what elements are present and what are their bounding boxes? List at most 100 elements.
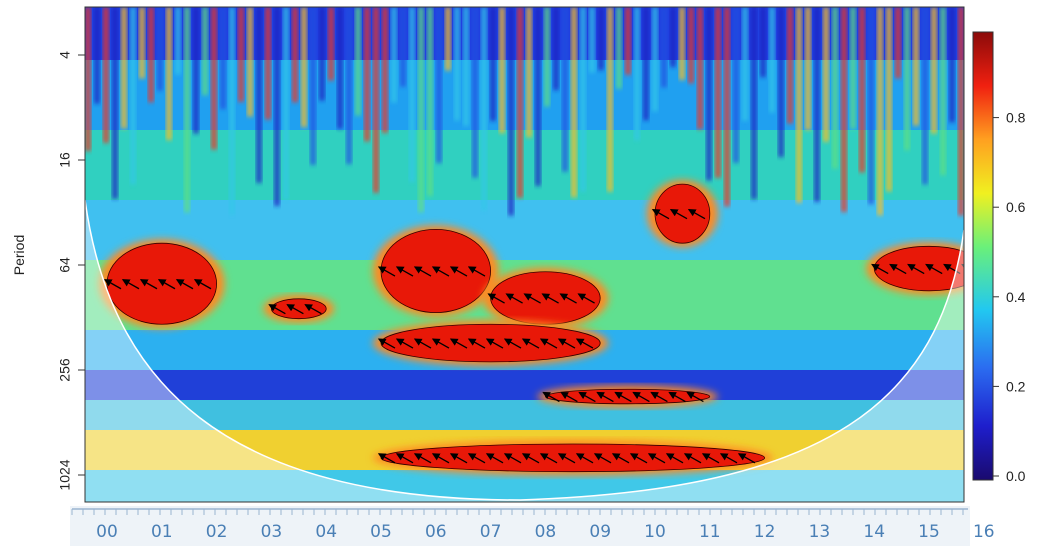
- x-tick-label: 00: [96, 522, 118, 542]
- texture-stripe: [769, 7, 775, 113]
- phase-arrow: [193, 279, 212, 290]
- texture-stripe: [346, 7, 352, 165]
- texture-stripe: [724, 7, 730, 207]
- texture-stripe: [121, 7, 127, 129]
- y-tick-label: 256: [57, 358, 73, 382]
- texture-stripe: [742, 7, 748, 121]
- y-axis: 4 16 64 256 1024: [57, 51, 85, 491]
- phase-arrow: [701, 453, 720, 464]
- x-tick-label: 10: [644, 522, 666, 542]
- texture-stripe: [679, 7, 685, 80]
- texture-stripe: [175, 7, 181, 75]
- texture-stripe: [643, 7, 649, 121]
- texture-stripe: [913, 7, 919, 126]
- phase-arrow: [907, 263, 925, 275]
- x-tick-label: 02: [206, 522, 228, 542]
- texture-stripe: [256, 7, 262, 183]
- phase-arrow: [683, 453, 702, 464]
- phase-arrow: [647, 453, 666, 464]
- texture-stripe: [220, 7, 226, 110]
- texture-stripe: [778, 7, 784, 158]
- phase-arrow: [632, 391, 650, 403]
- phase-arrow: [521, 338, 540, 349]
- texture-stripe: [490, 7, 496, 121]
- colorbar: [972, 31, 994, 481]
- texture-stripe: [841, 7, 847, 213]
- texture-stripe: [211, 7, 217, 150]
- significance-contour: [490, 271, 601, 325]
- phase-arrow: [542, 391, 560, 403]
- texture-stripe: [436, 7, 442, 164]
- phase-arrow: [413, 453, 432, 464]
- texture-stripe: [598, 7, 604, 71]
- phase-arrow: [578, 391, 596, 403]
- texture-stripe: [607, 7, 613, 192]
- phase-arrow: [557, 453, 576, 464]
- texture-stripe: [328, 7, 334, 81]
- phase-arrow: [614, 391, 632, 403]
- phase-arrow: [575, 453, 594, 464]
- phase-arrow: [485, 338, 504, 349]
- phase-arrow: [413, 266, 432, 277]
- phase-arrow: [943, 263, 961, 275]
- texture-stripe: [274, 7, 280, 206]
- texture-stripe: [634, 7, 640, 141]
- texture-stripe: [877, 7, 883, 216]
- x-tick-label: 06: [425, 522, 447, 542]
- phase-arrow: [575, 338, 594, 349]
- x-tick-label: 13: [809, 522, 831, 542]
- texture-stripe: [796, 7, 802, 203]
- phase-arrow: [175, 279, 194, 290]
- y-tick-label: 64: [57, 257, 73, 273]
- texture-stripe: [481, 7, 487, 211]
- texture-stripe: [571, 7, 577, 198]
- texture-stripe: [823, 7, 829, 142]
- phase-arrow: [541, 293, 559, 304]
- phase-arrow: [395, 338, 414, 349]
- phase-arrow: [560, 391, 578, 403]
- texture-stripe: [166, 7, 172, 141]
- significance-contour: [380, 229, 491, 314]
- phase-arrow: [539, 453, 558, 464]
- texture-stripe: [949, 7, 955, 123]
- x-tick-label: 07: [480, 522, 502, 542]
- texture-stripe: [229, 7, 235, 215]
- phase-arrow: [719, 453, 738, 464]
- texture-stripe: [706, 7, 712, 181]
- significance-contour: [106, 242, 217, 325]
- texture-stripe: [508, 7, 514, 216]
- texture-stripe: [670, 7, 676, 68]
- texture-stripe: [319, 7, 325, 101]
- texture-stripe: [445, 7, 451, 71]
- texture-stripe: [355, 7, 361, 116]
- texture-stripe: [301, 7, 307, 128]
- phase-arrow: [467, 266, 486, 277]
- x-tick-label: 14: [863, 522, 885, 542]
- texture-stripe: [283, 7, 289, 200]
- texture-stripe: [454, 7, 460, 121]
- texture-stripe: [589, 7, 595, 73]
- texture-stripe: [751, 7, 757, 200]
- x-tick-label: 12: [754, 522, 776, 542]
- phase-arrow: [157, 279, 176, 290]
- phase-arrow: [121, 279, 140, 290]
- phase-arrow: [651, 209, 670, 220]
- phase-arrow: [377, 453, 396, 464]
- texture-stripe: [310, 7, 316, 165]
- phase-arrow: [889, 263, 907, 275]
- phase-arrow: [596, 391, 614, 403]
- y-tick-label: 1024: [57, 459, 73, 490]
- texture-stripe: [688, 7, 694, 84]
- x-tick-label: 15: [918, 522, 940, 542]
- phase-arrows: [103, 209, 964, 464]
- phase-arrow: [505, 293, 523, 304]
- phase-arrow: [665, 453, 684, 464]
- texture-stripe: [472, 7, 478, 178]
- phase-arrow: [268, 304, 286, 315]
- coherence-band: [85, 370, 964, 400]
- phase-arrow: [431, 453, 450, 464]
- phase-arrow: [467, 338, 486, 349]
- texture-stripe: [292, 7, 298, 103]
- texture-stripe: [238, 7, 244, 102]
- texture-stripe: [112, 7, 118, 199]
